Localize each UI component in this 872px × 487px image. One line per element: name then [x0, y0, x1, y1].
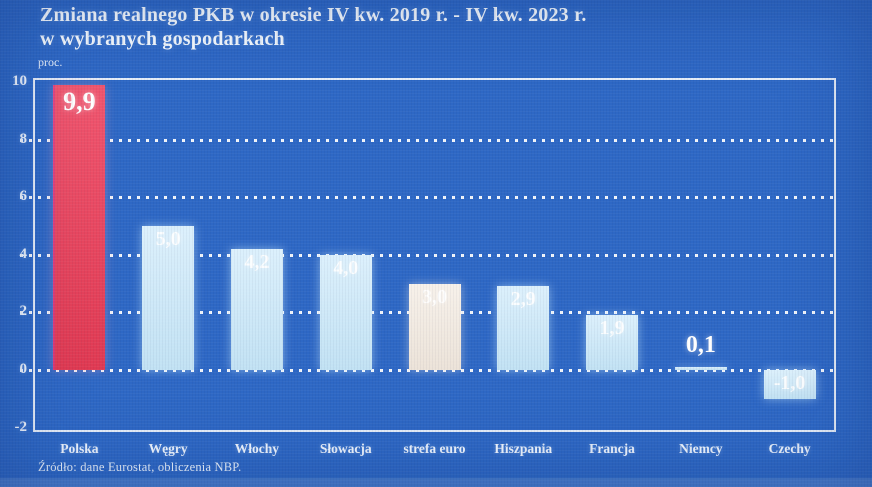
gridline-8: [20, 138, 834, 142]
bar-wlochy: [230, 249, 283, 370]
bar-hiszpania: [497, 286, 550, 370]
x-label-niemcy: Niemcy: [679, 441, 723, 456]
screen-edge-band: [0, 478, 872, 487]
bar-value-wegry: 5,0: [155, 228, 181, 250]
bar-polska: [53, 84, 106, 370]
bar-value-francja: 1,9: [599, 317, 625, 340]
y-tick-0: 0: [19, 361, 28, 377]
bar-niemcy: [674, 367, 727, 371]
y-tick-4: 4: [19, 245, 28, 262]
bar-value-hiszpania: 2,9: [510, 288, 536, 311]
bar-value-slowacja: 4,0: [333, 256, 359, 279]
y-tick-2: 2: [19, 303, 28, 320]
bar-francja: [586, 315, 639, 370]
x-label-czechy: Czechy: [768, 441, 811, 456]
x-label-polska: Polska: [60, 441, 99, 456]
x-label-slowacja: Słowacja: [319, 441, 372, 456]
chart-title-line1: Zmiana realnego PKB w okresie IV kw. 201…: [40, 4, 587, 26]
bar-value-czechy: -1,0: [773, 372, 806, 394]
y-tick-6: 6: [19, 188, 28, 205]
bar-czechy: [763, 370, 816, 399]
bar-value-polska: 9,9: [63, 86, 96, 116]
x-label-wegry: Węgry: [148, 441, 188, 456]
gridline-6: [20, 196, 834, 200]
x-label-francja: Francja: [589, 441, 635, 456]
chart-title: Zmiana realnego PKB w okresie IV kw. 201…: [40, 3, 587, 51]
bar-strefa-euro: [408, 283, 461, 370]
y-axis-unit-label: proc.: [38, 55, 63, 69]
y-tick--2: -2: [14, 418, 28, 435]
chart-title-line2: w wybranych gospodarkach: [40, 28, 285, 50]
y-tick-8: 8: [19, 130, 28, 147]
y-tick-10: 10: [12, 73, 27, 89]
x-label-wlochy: Włochy: [234, 441, 280, 456]
x-label-strefa-euro: strefa euro: [403, 441, 466, 456]
bar-wegry: [142, 226, 195, 370]
source-note: Źródło: dane Eurostat, obliczenia NBP.: [38, 460, 242, 474]
gridline-0: [20, 369, 834, 372]
x-label-hiszpania: Hiszpania: [494, 441, 553, 456]
bar-value-wlochy: 4,2: [244, 251, 270, 274]
bar-value-niemcy: 0,1: [685, 332, 716, 359]
bar-slowacja: [319, 254, 372, 370]
gridline-4: [20, 253, 834, 257]
bar-value-strefa-euro: 3,0: [422, 285, 447, 308]
plot-area: 9,9 5,0 4,2 4,0 3,0 2,9 1,9 0,1 -1,0: [20, 78, 836, 432]
